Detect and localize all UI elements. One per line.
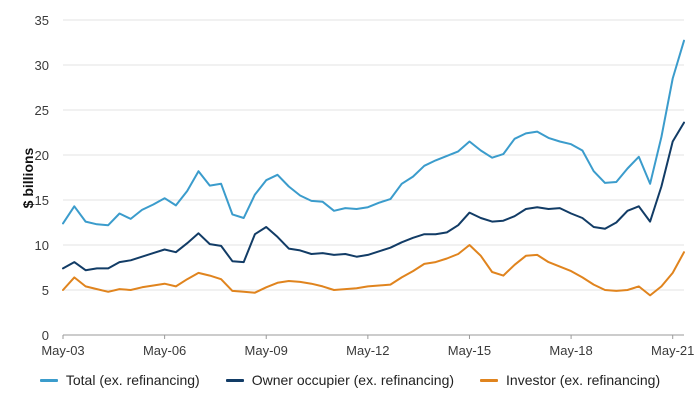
y-tick-label: 15 bbox=[35, 193, 49, 208]
y-tick-label: 20 bbox=[35, 148, 49, 163]
series-line-2 bbox=[62, 244, 685, 297]
legend-label: Total (ex. refinancing) bbox=[65, 372, 200, 388]
series-lines bbox=[62, 39, 685, 297]
legend-label: Owner occupier (ex. refinancing) bbox=[251, 372, 455, 388]
legend-swatch bbox=[39, 378, 58, 382]
x-tick-label: May-03 bbox=[41, 343, 84, 358]
x-tick-label: May-12 bbox=[346, 343, 389, 358]
y-tick-label: 35 bbox=[35, 13, 49, 28]
axes: 0 5 10 15 20 25 30 35 May-03 May-06 May-09 May-12 Ma… bbox=[35, 13, 695, 358]
line-chart: 0 5 10 15 20 25 30 35 May-03 May-06 May-09 May-12 Ma… bbox=[20, 13, 695, 358]
legend-item-0: Total (ex. refinancing) bbox=[39, 372, 200, 388]
y-axis-title: $ billions bbox=[20, 147, 36, 208]
series-line-1 bbox=[62, 121, 685, 272]
legend-item-1: Owner occupier (ex. refinancing) bbox=[225, 372, 455, 388]
legend-item-2: Investor (ex. refinancing) bbox=[480, 372, 660, 388]
y-tick-label: 25 bbox=[35, 103, 49, 118]
y-tick-label: 10 bbox=[35, 238, 49, 253]
x-tick-label: May-18 bbox=[549, 343, 592, 358]
series-line-0 bbox=[62, 39, 685, 227]
x-tick-label: May-06 bbox=[143, 343, 186, 358]
y-tick-label: 5 bbox=[42, 283, 49, 298]
y-tick-label: 0 bbox=[42, 328, 49, 343]
legend-label: Investor (ex. refinancing) bbox=[506, 372, 661, 388]
legend: Total (ex. refinancing) Owner occupier (e… bbox=[0, 372, 700, 388]
x-tick-label: May-09 bbox=[245, 343, 288, 358]
x-tick-label: May-15 bbox=[448, 343, 491, 358]
x-tick-label: May-21 bbox=[651, 343, 694, 358]
legend-swatch bbox=[225, 378, 244, 382]
legend-swatch bbox=[480, 378, 499, 382]
y-tick-label: 30 bbox=[35, 58, 49, 73]
gridlines bbox=[63, 19, 684, 336]
